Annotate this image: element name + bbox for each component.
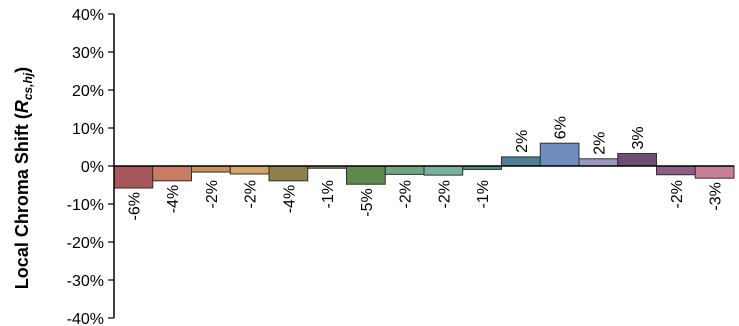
data-label-15: -2% bbox=[669, 180, 686, 208]
bar-7 bbox=[346, 165, 386, 185]
y-tick-label: 40% bbox=[72, 7, 104, 24]
y-axis-title-text: Local Chroma Shift ( bbox=[12, 113, 32, 289]
data-labels: -6% -4% -2% -2% -4% -1% -5% -2% -2% -1% 2% 6% 2% 3% -2… bbox=[126, 116, 724, 220]
bar-3 bbox=[191, 165, 231, 173]
data-label-1: -6% bbox=[126, 192, 143, 220]
y-tick-label: 20% bbox=[72, 83, 104, 100]
data-label-8: -2% bbox=[398, 180, 415, 208]
data-label-3: -2% bbox=[204, 180, 221, 208]
y-axis-title: Local Chroma Shift (Rcs,hj) bbox=[12, 67, 35, 289]
bar-12 bbox=[539, 142, 580, 167]
data-label-9: -2% bbox=[436, 180, 453, 208]
y-tick-label: -40% bbox=[67, 311, 104, 326]
bars bbox=[113, 142, 735, 189]
y-tick-label: 30% bbox=[72, 45, 104, 62]
data-label-12: 6% bbox=[553, 116, 570, 139]
data-label-2: -4% bbox=[165, 185, 182, 213]
data-label-7: -5% bbox=[359, 188, 376, 216]
y-tick-label: 10% bbox=[72, 121, 104, 138]
y-tick-label: -30% bbox=[67, 273, 104, 290]
data-label-11: 2% bbox=[514, 130, 531, 153]
y-axis-ticks: 40% 30% 20% 10% 0% -10% -20% -30% -40% bbox=[67, 7, 114, 326]
data-label-6: -1% bbox=[320, 180, 337, 208]
y-tick-label: -20% bbox=[67, 235, 104, 252]
data-label-10: -1% bbox=[475, 180, 492, 208]
data-label-14: 3% bbox=[630, 126, 647, 149]
data-label-5: -4% bbox=[281, 185, 298, 213]
axes bbox=[113, 14, 734, 318]
bar-4 bbox=[229, 165, 270, 175]
data-label-16: -3% bbox=[708, 182, 725, 210]
bar-16 bbox=[694, 165, 735, 179]
y-axis-title-suffix: ) bbox=[12, 67, 32, 73]
bar-5 bbox=[268, 165, 309, 182]
svg-text:Local Chroma Shift (Rcs,hj): Local Chroma Shift (Rcs,hj) bbox=[12, 67, 35, 289]
bar-15 bbox=[656, 165, 696, 176]
bar-13 bbox=[578, 158, 619, 167]
y-axis-title-subscript: cs,hj bbox=[21, 72, 35, 100]
data-label-4: -2% bbox=[243, 180, 260, 208]
bar-9 bbox=[423, 165, 464, 176]
bar-11 bbox=[501, 156, 541, 167]
y-axis-title-symbol: R bbox=[12, 100, 32, 113]
y-tick-label: 0% bbox=[81, 159, 104, 176]
bar-2 bbox=[152, 165, 192, 182]
bar-1 bbox=[113, 165, 154, 189]
bar-14 bbox=[617, 152, 657, 167]
bar-8 bbox=[384, 165, 425, 175]
data-label-13: 2% bbox=[591, 132, 608, 155]
y-tick-label: -10% bbox=[67, 197, 104, 214]
